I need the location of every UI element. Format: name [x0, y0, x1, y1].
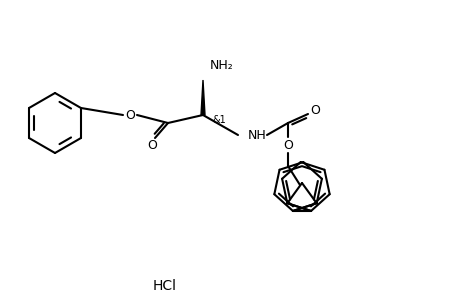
Text: O: O — [147, 139, 157, 152]
Text: NH: NH — [248, 128, 267, 141]
Text: O: O — [283, 139, 293, 152]
Text: NH₂: NH₂ — [210, 59, 234, 71]
Text: O: O — [310, 103, 320, 116]
Text: O: O — [125, 108, 135, 121]
Text: HCl: HCl — [153, 279, 177, 293]
Polygon shape — [201, 80, 205, 115]
Text: &1: &1 — [212, 115, 226, 125]
